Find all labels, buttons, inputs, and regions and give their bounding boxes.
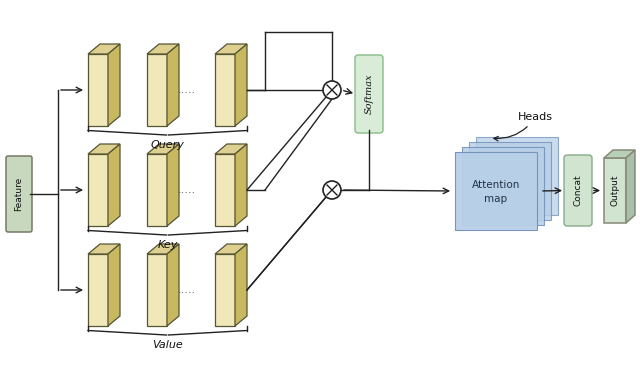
Polygon shape <box>604 150 635 158</box>
Text: Heads: Heads <box>494 112 553 141</box>
Text: Key: Key <box>157 240 178 250</box>
Polygon shape <box>147 144 179 154</box>
Polygon shape <box>108 244 120 326</box>
Polygon shape <box>215 54 235 126</box>
Polygon shape <box>476 137 558 215</box>
Text: map: map <box>484 194 508 204</box>
Polygon shape <box>167 44 179 126</box>
Polygon shape <box>147 254 167 326</box>
Text: .....: ..... <box>178 285 196 295</box>
FancyBboxPatch shape <box>564 155 592 226</box>
FancyBboxPatch shape <box>355 55 383 133</box>
Polygon shape <box>108 44 120 126</box>
Polygon shape <box>215 254 235 326</box>
Polygon shape <box>604 158 626 223</box>
Text: Concat: Concat <box>573 175 582 206</box>
Polygon shape <box>88 154 108 226</box>
Text: Attention: Attention <box>472 180 520 190</box>
Text: .....: ..... <box>178 85 196 95</box>
Polygon shape <box>147 54 167 126</box>
Circle shape <box>323 181 341 199</box>
Polygon shape <box>147 244 179 254</box>
Text: Output: Output <box>611 175 620 206</box>
Polygon shape <box>88 254 108 326</box>
Text: .....: ..... <box>178 185 196 195</box>
Polygon shape <box>215 154 235 226</box>
Polygon shape <box>215 244 247 254</box>
Text: Softmax: Softmax <box>365 74 374 114</box>
Polygon shape <box>235 44 247 126</box>
Polygon shape <box>455 152 537 230</box>
Polygon shape <box>469 142 551 220</box>
Polygon shape <box>147 44 179 54</box>
Text: Query: Query <box>150 140 184 150</box>
Polygon shape <box>147 154 167 226</box>
Polygon shape <box>88 44 120 54</box>
Polygon shape <box>88 244 120 254</box>
Polygon shape <box>167 144 179 226</box>
Polygon shape <box>462 147 544 225</box>
Polygon shape <box>108 144 120 226</box>
Circle shape <box>323 81 341 99</box>
Text: Feature: Feature <box>15 177 24 211</box>
Polygon shape <box>215 144 247 154</box>
Polygon shape <box>88 54 108 126</box>
Polygon shape <box>235 244 247 326</box>
Polygon shape <box>88 144 120 154</box>
Polygon shape <box>626 150 635 223</box>
Polygon shape <box>235 144 247 226</box>
Polygon shape <box>215 44 247 54</box>
Text: Value: Value <box>152 340 183 350</box>
FancyBboxPatch shape <box>6 156 32 232</box>
Polygon shape <box>167 244 179 326</box>
